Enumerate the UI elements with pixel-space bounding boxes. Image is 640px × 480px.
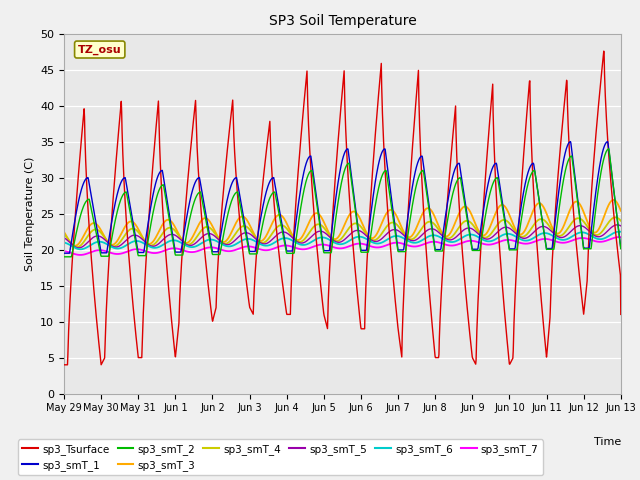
sp3_smT_1 bbox=[617, 245, 625, 251]
sp3_smT_7 bbox=[60, 248, 68, 254]
sp3_smT_6 bbox=[184, 243, 192, 249]
sp3_smT_5 bbox=[614, 222, 621, 228]
Line: sp3_smT_7: sp3_smT_7 bbox=[64, 237, 621, 255]
Text: TZ_osu: TZ_osu bbox=[78, 44, 122, 55]
Line: sp3_smT_6: sp3_smT_6 bbox=[64, 232, 621, 249]
sp3_smT_2 bbox=[617, 246, 625, 252]
sp3_smT_1 bbox=[184, 208, 191, 214]
sp3_Tsurface bbox=[617, 312, 625, 317]
sp3_Tsurface bbox=[170, 345, 178, 350]
Line: sp3_smT_2: sp3_smT_2 bbox=[64, 149, 621, 257]
sp3_smT_1 bbox=[60, 251, 68, 256]
sp3_smT_7 bbox=[551, 238, 559, 244]
Line: sp3_Tsurface: sp3_Tsurface bbox=[64, 51, 621, 365]
sp3_smT_1 bbox=[429, 229, 436, 235]
sp3_smT_1 bbox=[170, 243, 178, 249]
sp3_smT_6 bbox=[60, 240, 68, 245]
sp3_smT_6 bbox=[77, 246, 84, 252]
sp3_smT_2 bbox=[246, 251, 254, 257]
sp3_smT_6 bbox=[502, 231, 509, 237]
sp3_smT_6 bbox=[616, 229, 623, 235]
sp3_smT_7 bbox=[616, 234, 623, 240]
sp3_smT_4 bbox=[612, 215, 620, 220]
sp3_smT_7 bbox=[502, 237, 509, 243]
sp3_smT_3 bbox=[610, 197, 618, 203]
sp3_Tsurface bbox=[246, 305, 254, 311]
sp3_smT_4 bbox=[617, 218, 625, 224]
Title: SP3 Soil Temperature: SP3 Soil Temperature bbox=[269, 14, 416, 28]
sp3_smT_6 bbox=[171, 238, 179, 243]
sp3_smT_1 bbox=[551, 223, 559, 229]
sp3_smT_6 bbox=[429, 232, 437, 238]
sp3_smT_2 bbox=[429, 232, 436, 238]
Line: sp3_smT_4: sp3_smT_4 bbox=[64, 217, 621, 247]
sp3_smT_5 bbox=[246, 231, 254, 237]
sp3_smT_7 bbox=[184, 249, 192, 255]
sp3_smT_6 bbox=[617, 229, 625, 235]
sp3_smT_5 bbox=[171, 232, 179, 238]
sp3_smT_1 bbox=[604, 139, 611, 144]
sp3_smT_3 bbox=[60, 229, 68, 235]
sp3_smT_6 bbox=[246, 236, 254, 242]
sp3_smT_3 bbox=[184, 240, 192, 245]
sp3_Tsurface bbox=[551, 219, 559, 225]
Text: Time: Time bbox=[593, 437, 621, 447]
sp3_Tsurface bbox=[184, 177, 191, 182]
sp3_Tsurface bbox=[429, 329, 436, 335]
Y-axis label: Soil Temperature (C): Soil Temperature (C) bbox=[24, 156, 35, 271]
sp3_Tsurface bbox=[600, 48, 607, 54]
sp3_smT_7 bbox=[617, 234, 625, 240]
sp3_smT_2 bbox=[170, 246, 178, 252]
sp3_smT_2 bbox=[184, 225, 191, 231]
sp3_smT_5 bbox=[429, 226, 437, 232]
Line: sp3_smT_1: sp3_smT_1 bbox=[64, 142, 621, 253]
sp3_smT_5 bbox=[502, 224, 509, 230]
sp3_smT_7 bbox=[429, 239, 437, 245]
sp3_smT_4 bbox=[502, 217, 509, 223]
sp3_smT_5 bbox=[75, 245, 83, 251]
sp3_smT_4 bbox=[429, 220, 437, 226]
sp3_smT_6 bbox=[551, 234, 559, 240]
Legend: sp3_Tsurface, sp3_smT_1, sp3_smT_2, sp3_smT_3, sp3_smT_4, sp3_smT_5, sp3_smT_6, : sp3_Tsurface, sp3_smT_1, sp3_smT_2, sp3_… bbox=[18, 439, 543, 475]
sp3_Tsurface bbox=[60, 362, 68, 368]
sp3_smT_2 bbox=[60, 254, 68, 260]
sp3_smT_4 bbox=[171, 228, 179, 233]
sp3_smT_7 bbox=[76, 252, 84, 258]
sp3_smT_3 bbox=[502, 205, 509, 211]
sp3_smT_3 bbox=[246, 224, 254, 229]
sp3_smT_2 bbox=[551, 241, 559, 247]
sp3_smT_4 bbox=[551, 231, 559, 237]
sp3_smT_3 bbox=[171, 224, 179, 229]
Line: sp3_smT_3: sp3_smT_3 bbox=[64, 200, 621, 246]
sp3_smT_1 bbox=[502, 220, 509, 226]
Line: sp3_smT_5: sp3_smT_5 bbox=[64, 225, 621, 248]
sp3_smT_4 bbox=[184, 241, 192, 247]
sp3_smT_3 bbox=[429, 211, 437, 216]
sp3_smT_5 bbox=[60, 235, 68, 240]
sp3_smT_7 bbox=[246, 244, 254, 250]
sp3_smT_4 bbox=[60, 231, 68, 237]
sp3_Tsurface bbox=[502, 320, 509, 326]
sp3_smT_3 bbox=[551, 229, 559, 235]
sp3_smT_2 bbox=[502, 223, 509, 229]
sp3_smT_7 bbox=[171, 245, 179, 251]
sp3_smT_5 bbox=[184, 242, 192, 248]
sp3_smT_4 bbox=[73, 244, 81, 250]
sp3_smT_3 bbox=[72, 243, 79, 249]
sp3_smT_5 bbox=[617, 223, 625, 229]
sp3_smT_3 bbox=[617, 208, 625, 214]
sp3_smT_2 bbox=[605, 146, 612, 152]
sp3_smT_1 bbox=[246, 249, 254, 254]
sp3_smT_5 bbox=[551, 232, 559, 238]
sp3_smT_4 bbox=[246, 228, 254, 233]
